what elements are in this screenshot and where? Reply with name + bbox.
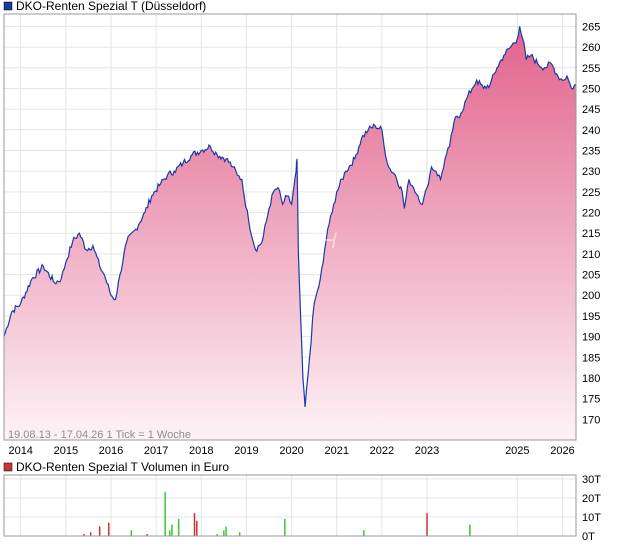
price-y-tick-label: 235 xyxy=(582,145,600,157)
volume-bar xyxy=(146,534,148,536)
volume-bars xyxy=(83,492,471,536)
price-y-tick-label: 195 xyxy=(582,311,600,323)
volume-bar xyxy=(193,513,196,536)
price-x-tick-label: 2021 xyxy=(324,445,348,457)
price-panel: DKO-Renten Spezial T (Düsseldorf) CH 19.… xyxy=(3,0,600,457)
volume-bar xyxy=(223,530,225,536)
volume-bar xyxy=(107,522,110,536)
volume-panel: DKO-Renten Spezial T Volumen in Euro 0T 1… xyxy=(3,460,601,543)
price-y-tick-label: 250 xyxy=(582,83,600,95)
price-y-tick-label: 260 xyxy=(582,42,600,54)
volume-bar xyxy=(130,530,133,536)
time-range-info: 19.08.13 - 17.04.26 1 Tick = 1 Woche xyxy=(8,429,191,441)
price-y-tick-label: 210 xyxy=(582,249,600,261)
price-legend-swatch xyxy=(3,1,13,11)
price-legend-label: DKO-Renten Spezial T (Düsseldorf) xyxy=(16,0,206,13)
price-y-tick-label: 175 xyxy=(582,394,600,406)
price-x-tick-label: 2016 xyxy=(99,445,123,457)
price-x-tick-label: 2026 xyxy=(550,445,574,457)
volume-plot-border xyxy=(3,474,577,537)
volume-y-tick-label: 20T xyxy=(582,493,601,505)
price-y-tick-label: 255 xyxy=(582,63,600,75)
volume-gridlines xyxy=(4,475,576,537)
volume-legend-label: DKO-Renten Spezial T Volumen in Euro xyxy=(16,460,229,474)
volume-bar xyxy=(171,524,173,536)
volume-y-axis: 0T 10T 20T 30T xyxy=(582,474,601,543)
volume-bar xyxy=(83,534,85,536)
price-y-tick-label: 240 xyxy=(582,125,600,137)
price-y-tick-label: 185 xyxy=(582,352,600,364)
price-x-tick-label: 2015 xyxy=(54,445,78,457)
volume-bar xyxy=(225,526,227,536)
price-plot-border xyxy=(3,13,577,441)
volume-bar xyxy=(177,518,180,536)
price-y-tick-label: 200 xyxy=(582,290,600,302)
volume-bar xyxy=(98,526,101,536)
volume-bar xyxy=(363,530,365,536)
price-x-tick-label: 2014 xyxy=(8,445,32,457)
volume-y-tick-label: 10T xyxy=(582,512,601,524)
price-x-tick-label: 2022 xyxy=(370,445,394,457)
price-y-tick-label: 190 xyxy=(582,332,600,344)
price-y-axis: 170 175 180 185 190 195 200 205 210 215 220 225 230 2… xyxy=(582,21,600,426)
price-y-tick-label: 180 xyxy=(582,373,600,385)
price-area-fill xyxy=(4,26,576,441)
volume-bar xyxy=(469,524,471,536)
price-x-tick-label: 2017 xyxy=(144,445,168,457)
volume-bar xyxy=(216,534,218,536)
volume-y-tick-label: 0T xyxy=(582,531,595,543)
watermark-text: CH xyxy=(305,228,337,253)
volume-bar xyxy=(284,518,286,536)
volume-bar xyxy=(196,520,198,536)
price-y-tick-label: 205 xyxy=(582,270,600,282)
price-y-tick-label: 170 xyxy=(582,414,600,426)
price-y-tick-label: 220 xyxy=(582,208,600,220)
volume-bar xyxy=(168,530,171,536)
price-x-tick-label: 2025 xyxy=(505,445,529,457)
volume-bar xyxy=(238,532,241,536)
volume-bar xyxy=(426,513,428,536)
volume-y-tick-label: 30T xyxy=(582,474,601,486)
price-x-tick-label: 2019 xyxy=(234,445,258,457)
price-x-tick-label: 2023 xyxy=(415,445,439,457)
volume-bar xyxy=(164,492,166,536)
price-y-tick-label: 265 xyxy=(582,21,600,33)
volume-legend-swatch xyxy=(3,462,13,472)
price-x-tick-label: 2020 xyxy=(279,445,303,457)
price-y-tick-label: 245 xyxy=(582,104,600,116)
price-y-tick-label: 225 xyxy=(582,187,600,199)
price-y-tick-label: 230 xyxy=(582,166,600,178)
price-series-line xyxy=(3,26,577,407)
price-y-tick-label: 215 xyxy=(582,228,600,240)
volume-bar xyxy=(89,532,92,536)
price-x-axis: 2014 2015 2016 2017 2018 2019 2020 2021 2022 2023… xyxy=(8,445,574,457)
price-x-tick-label: 2018 xyxy=(189,445,213,457)
